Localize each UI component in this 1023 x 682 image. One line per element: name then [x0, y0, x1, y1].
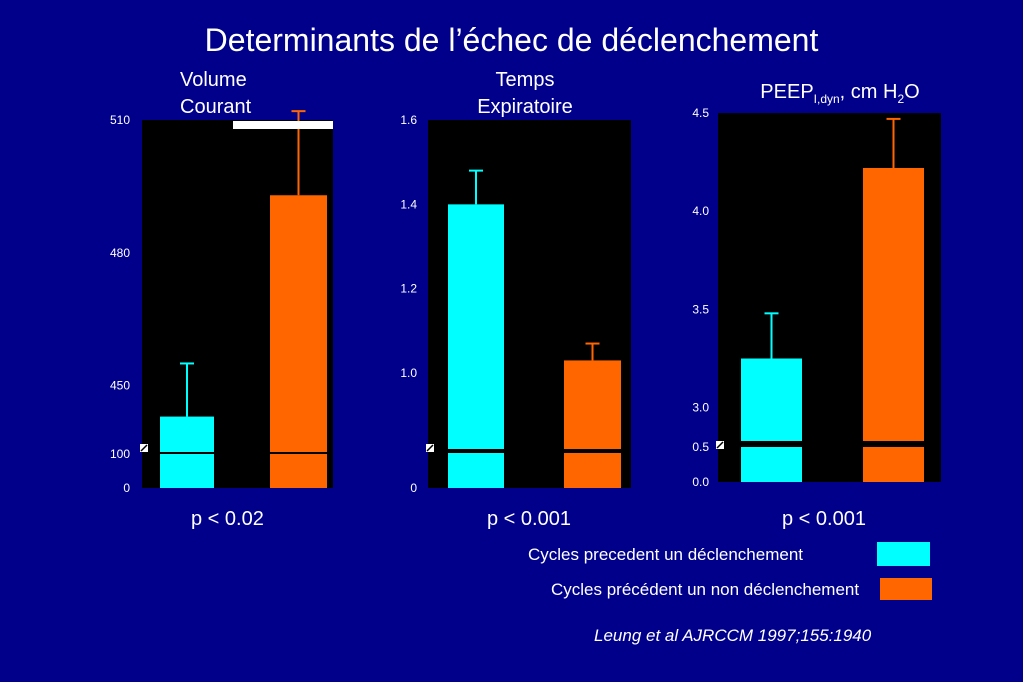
panel1-bar-1-lower — [160, 454, 214, 488]
panel3-bar-1-upper — [741, 358, 802, 441]
panel3-ytick-3: 3.5 — [692, 302, 709, 316]
panel1-ytick-1: 510 — [110, 113, 130, 127]
panel3-bar-2-lower — [863, 447, 924, 482]
panel2-axis-break-slash — [426, 444, 434, 452]
panel1-break-tick-1: 100 — [110, 447, 130, 461]
panel2-break-tick-1: 0 — [410, 481, 417, 495]
panel3-title-end: O — [904, 81, 920, 103]
panel1-pvalue: p < 0.02 — [191, 508, 264, 530]
legend-cyan-swatch — [877, 542, 930, 566]
panel2-title-line2: Expiratoire — [477, 96, 573, 118]
panel3-bar-2-upper — [863, 167, 924, 441]
panel1-white-marker — [233, 121, 333, 129]
panel1-title: Volume Courant — [155, 67, 305, 121]
panel2-title: Temps Expiratoire — [450, 67, 600, 121]
panel3-axis-break-slash — [716, 441, 724, 449]
legend-orange-label: Cycles précédent un non déclenchement — [551, 580, 860, 599]
legend-cyan-label: Cycles precedent un déclenchement — [528, 545, 803, 564]
panel1-title-line2: Courant — [180, 96, 252, 118]
panel1-bar-2-upper — [270, 195, 327, 452]
panel3-title-sub2: 2 — [897, 92, 905, 106]
chart-title: Determinants de l’échec de déclenchement — [204, 22, 819, 58]
panel2-ytick-2: 1.4 — [400, 197, 417, 211]
panel3-ytick-2: 4.0 — [692, 204, 709, 218]
panel3-ytick-1: 4.5 — [692, 106, 709, 120]
panel3-break-tick-1: 0.5 — [692, 440, 709, 454]
panel2-title-line1: Temps — [495, 69, 555, 91]
panel2-bar-1-upper — [448, 204, 504, 449]
panel2-bar-2-upper — [564, 360, 621, 449]
panel2-ytick-4: 1.0 — [400, 366, 417, 380]
panel1-ytick-2: 480 — [110, 246, 130, 260]
panel1-bar-2-lower — [270, 454, 327, 488]
panel3-title-main: PEEP — [760, 81, 814, 103]
panel1-bar-1-upper — [160, 416, 214, 452]
panel2-ytick-1: 1.6 — [400, 113, 417, 127]
legend-orange-swatch — [880, 578, 932, 600]
panel2-bar-2-lower — [564, 453, 621, 488]
panel1-title-line1: Volume — [180, 69, 247, 91]
panel3-title: PEEPI,dyn, cm H2O — [720, 79, 960, 113]
panel1-axis-break-slash — [140, 444, 148, 452]
citation: Leung et al AJRCCM 1997;155:1940 — [594, 626, 872, 645]
panel3-break-tick-2: 0.0 — [692, 475, 709, 489]
panel2-ytick-3: 1.2 — [400, 282, 417, 296]
panel3-title-rest: , cm H — [839, 81, 898, 103]
panel1-ytick-3: 450 — [110, 379, 130, 393]
panel2-bar-1-lower — [448, 453, 504, 488]
panel1-break-tick-2: 0 — [123, 481, 130, 495]
panel3-ytick-4: 3.0 — [692, 401, 709, 415]
panel2-pvalue: p < 0.001 — [487, 508, 571, 530]
panel3-bar-1-lower — [741, 447, 802, 482]
panel3-pvalue: p < 0.001 — [782, 508, 866, 530]
panel3-title-sub: I,dyn — [813, 92, 840, 106]
